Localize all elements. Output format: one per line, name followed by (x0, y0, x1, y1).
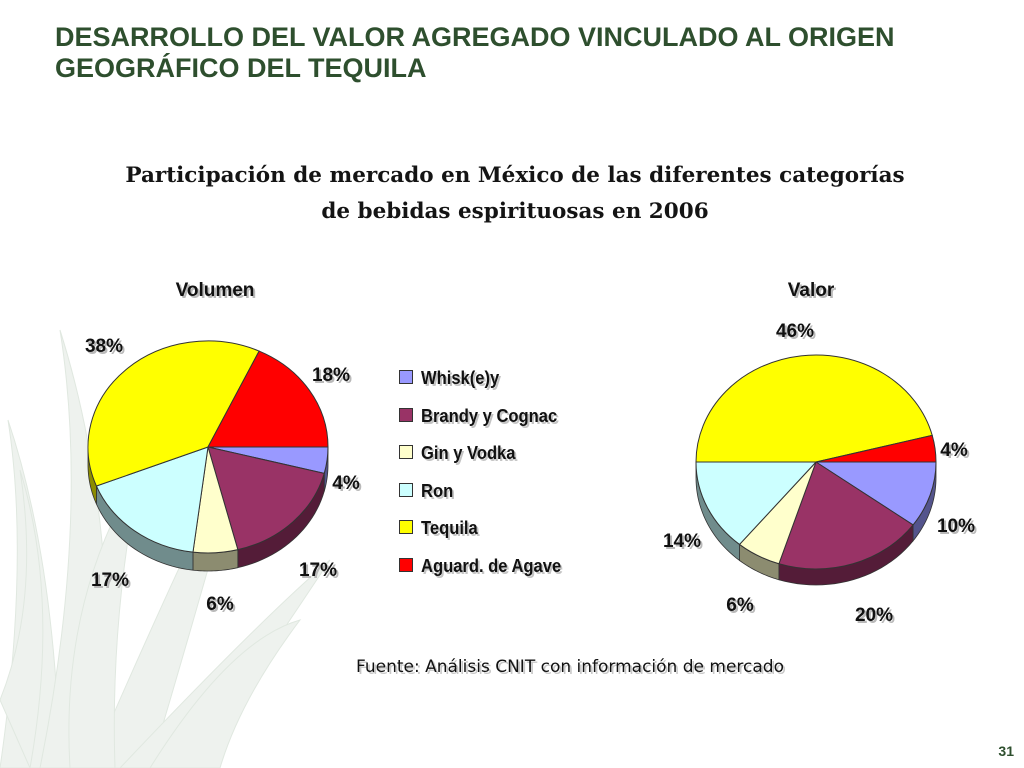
legend-swatch (399, 557, 413, 572)
pie-slice-ron (695, 461, 818, 546)
pie-title: Volumen (176, 280, 255, 301)
legend-swatch (399, 370, 413, 384)
data-label: 17% (299, 560, 337, 581)
pie-slice-aguard-de-agave (207, 350, 329, 448)
data-label-shadow: 46% (778, 323, 816, 344)
legend-label: Ron (421, 480, 454, 501)
slide-title-line-2: GEOGRÁFICO DEL TEQUILA (55, 53, 427, 83)
data-label-shadow: 6% (728, 597, 756, 618)
legend-item-brandy: Brandy y Cognac (399, 406, 573, 444)
data-label-shadow: 17% (93, 572, 131, 593)
legend-item-ron: Ron (399, 481, 573, 519)
chart-subtitle: Participación de mercado en México de la… (60, 158, 970, 230)
legend-swatch (399, 445, 413, 459)
pie-slice-brandy-y-cognac (778, 461, 914, 570)
legend-label: Gin y Vodka (421, 443, 516, 463)
legend-swatch (399, 482, 413, 497)
data-label-shadow: 18% (314, 367, 352, 388)
pie-slice-tequila (695, 354, 933, 463)
data-label: 38% (85, 336, 123, 357)
legend-label: Tequila (421, 518, 478, 538)
data-label-shadow: 4% (942, 442, 970, 463)
pie-valor: ValorValor10%10%20%20%6%6%14%14%46%46%4%… (663, 280, 977, 628)
pie-slice-ron (95, 446, 209, 553)
legend-swatch (399, 407, 413, 422)
data-label-shadow: 20% (857, 607, 895, 628)
data-label-shadow: 38% (87, 338, 125, 359)
pie-slice-aguard-de-agave (815, 434, 937, 463)
source-note: Fuente: Análisis CNIT con información de… (356, 657, 784, 677)
data-label-shadow: 14% (665, 533, 703, 554)
legend-item-whiskey: Whisk(e)y (399, 368, 573, 406)
chart-legend: Whisk(e)y Brandy y Cognac Gin y Vodka Ro… (399, 368, 573, 593)
legend-swatch (399, 520, 413, 534)
data-label: 6% (206, 594, 234, 615)
data-label: 20% (855, 605, 893, 626)
data-label: 6% (726, 595, 754, 616)
pie-slice-brandy-y-cognac (207, 446, 325, 551)
legend-item-tequila: Tequila (399, 518, 573, 556)
data-label: 14% (663, 531, 701, 552)
data-label: 4% (332, 473, 360, 494)
data-label: 18% (312, 365, 350, 386)
legend-item-gin: Gin y Vodka (399, 443, 573, 481)
data-label-shadow: 6% (208, 596, 236, 617)
page-number: 31 (998, 743, 1014, 759)
data-label: 10% (937, 516, 975, 537)
data-label: 17% (91, 570, 129, 591)
slide-title-line-1: DESARROLLO DEL VALOR AGREGADO VINCULADO … (55, 22, 895, 52)
pie-title: Valor (788, 280, 835, 301)
chart-subtitle-line-2: de bebidas espirituosas en 2006 (321, 199, 709, 224)
chart-subtitle-line-1: Participación de mercado en México de la… (125, 163, 905, 188)
pie-slice-tequila (87, 340, 260, 487)
data-label: 4% (940, 440, 968, 461)
data-label-shadow: 4% (334, 475, 362, 496)
legend-label: Aguard. de Agave (421, 555, 562, 576)
pie-volumen: VolumenVolumen4%4%17%17%6%6%17%17%38%38%… (85, 280, 362, 617)
data-label-shadow: 17% (301, 562, 339, 583)
legend-label: Whisk(e)y (421, 368, 500, 388)
pie-title-shadow: Valor (790, 282, 837, 303)
data-label-shadow: 10% (939, 518, 977, 539)
data-label: 46% (776, 321, 814, 342)
legend-label: Brandy y Cognac (421, 405, 558, 426)
slide-title: DESARROLLO DEL VALOR AGREGADO VINCULADO … (55, 22, 1005, 84)
pie-title-shadow: Volumen (178, 282, 257, 303)
pie-slice-whisk-e-y (814, 461, 937, 526)
legend-item-aguardiente: Aguard. de Agave (399, 556, 573, 594)
